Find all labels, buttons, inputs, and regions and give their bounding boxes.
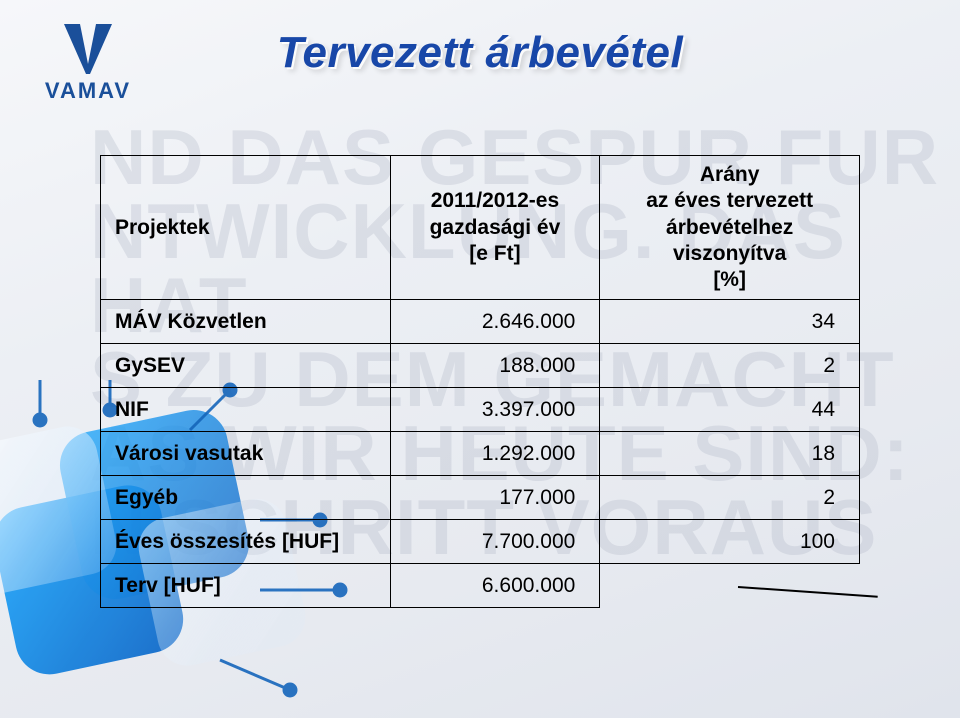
row-value: 177.000 bbox=[390, 476, 600, 520]
table-row: NIF 3.397.000 44 bbox=[101, 388, 860, 432]
revenue-table: Projektek 2011/2012-es gazdasági év [e F… bbox=[100, 155, 860, 608]
brand-name: VAMAV bbox=[28, 78, 148, 104]
table-header-row: Projektek 2011/2012-es gazdasági év [e F… bbox=[101, 156, 860, 300]
table-row: Egyéb 177.000 2 bbox=[101, 476, 860, 520]
row-ratio: 18 bbox=[600, 432, 860, 476]
row-label: Egyéb bbox=[101, 476, 391, 520]
row-ratio: 44 bbox=[600, 388, 860, 432]
row-label: GySEV bbox=[101, 344, 391, 388]
row-value: 2.646.000 bbox=[390, 300, 600, 344]
plan-value: 6.600.000 bbox=[390, 564, 600, 608]
table-row: GySEV 188.000 2 bbox=[101, 344, 860, 388]
row-label: NIF bbox=[101, 388, 391, 432]
row-ratio: 100 bbox=[600, 520, 860, 564]
col-header-projektek: Projektek bbox=[101, 156, 391, 300]
row-value: 188.000 bbox=[390, 344, 600, 388]
row-ratio: 34 bbox=[600, 300, 860, 344]
row-value: 1.292.000 bbox=[390, 432, 600, 476]
table-row: MÁV Közvetlen 2.646.000 34 bbox=[101, 300, 860, 344]
row-label: Éves összesítés [HUF] bbox=[101, 520, 391, 564]
row-value: 7.700.000 bbox=[390, 520, 600, 564]
row-ratio: 2 bbox=[600, 476, 860, 520]
table-row-plan: Terv [HUF] 6.600.000 bbox=[101, 564, 860, 608]
row-label: Városi vasutak bbox=[101, 432, 391, 476]
table-row: Városi vasutak 1.292.000 18 bbox=[101, 432, 860, 476]
plan-label: Terv [HUF] bbox=[101, 564, 391, 608]
table-row-total: Éves összesítés [HUF] 7.700.000 100 bbox=[101, 520, 860, 564]
plan-callout-cell bbox=[600, 564, 860, 608]
callout-connector-line bbox=[737, 586, 877, 598]
col-header-value: 2011/2012-es gazdasági év [e Ft] bbox=[390, 156, 600, 300]
row-value: 3.397.000 bbox=[390, 388, 600, 432]
row-ratio: 2 bbox=[600, 344, 860, 388]
col-header-ratio: Arány az éves tervezett árbevételhez vis… bbox=[600, 156, 860, 300]
row-label: MÁV Közvetlen bbox=[101, 300, 391, 344]
revenue-table-container: Projektek 2011/2012-es gazdasági év [e F… bbox=[100, 155, 860, 608]
slide-title: Tervezett árbevétel bbox=[0, 28, 960, 78]
